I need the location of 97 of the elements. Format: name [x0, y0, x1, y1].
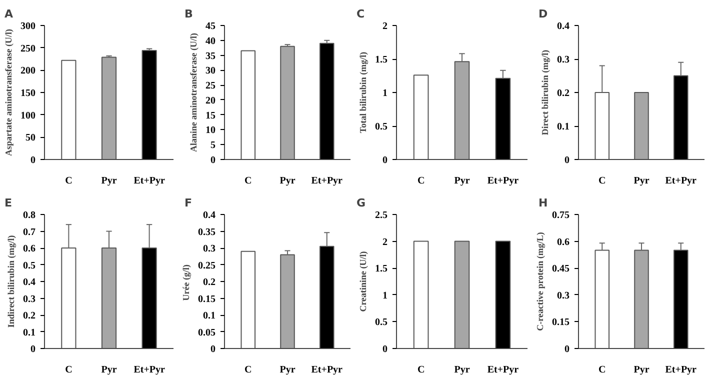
y-tick-label: 0.2	[557, 88, 570, 99]
x-tick-label: Pyr	[101, 364, 118, 376]
y-tick-label: 300	[20, 21, 36, 32]
y-tick-label: 0.75	[552, 210, 570, 221]
y-tick-label: 0.6	[23, 244, 36, 254]
chart-title: B	[184, 8, 193, 20]
y-tick-label: 0.7	[23, 226, 36, 238]
y-tick-label: 0.2	[203, 277, 216, 288]
y-tick-label: 0.5	[375, 122, 388, 132]
y-tick-label: 45	[206, 21, 216, 32]
y-tick-label: 35	[206, 50, 216, 62]
x-tick-label: Et+Pyr	[487, 176, 520, 186]
y-tick-label: 0.35	[198, 226, 216, 238]
y-axis-title: Total bilirubin (mg/l)	[358, 52, 368, 134]
y-tick-label: 0	[210, 155, 216, 166]
y-tick-label: 0	[210, 344, 216, 355]
y-tick-label: 0	[564, 344, 570, 355]
y-tick-label: 0.3	[203, 244, 216, 254]
x-tick-label: C	[417, 364, 425, 376]
x-tick-label: Et+Pyr	[134, 176, 166, 186]
y-tick-label: 40	[206, 36, 216, 47]
y-tick-label: 0.05	[198, 327, 216, 338]
y-tick-label: 0.1	[23, 327, 36, 338]
y-tick-label: 0.4	[23, 277, 36, 288]
chart-title: A	[4, 8, 14, 20]
x-tick-label: Pyr	[634, 364, 650, 376]
y-axis-title: Alanine aminotransferase (U/l)	[188, 32, 198, 152]
y-tick-label: 1	[382, 290, 388, 302]
y-tick-label: 20	[206, 95, 216, 106]
y-tick-label: 0.25	[198, 260, 216, 272]
x-tick-label: Et+Pyr	[311, 176, 344, 186]
y-tick-label: 1.5	[375, 264, 388, 275]
y-tick-label: 0.5	[375, 317, 388, 328]
y-tick-label: 0.3	[557, 290, 570, 302]
x-tick-label: C	[244, 364, 252, 376]
x-tick-label: C	[244, 176, 252, 186]
x-tick-label: Pyr	[454, 176, 470, 186]
x-tick-label: Pyr	[634, 176, 650, 186]
y-tick-label: 0.15	[552, 317, 570, 328]
y-tick-label: 2.5	[375, 210, 388, 221]
chart-title: E	[4, 196, 12, 210]
y-tick-label: 1	[382, 88, 388, 99]
y-tick-label: 0	[382, 155, 388, 166]
y-tick-label: 0.3	[23, 294, 36, 305]
y-tick-label: 25	[206, 80, 216, 92]
y-tick-label: 15	[206, 110, 216, 122]
y-tick-label: 0.15	[198, 294, 216, 305]
y-tick-label: 0.5	[23, 260, 36, 272]
y-tick-label: 0.3	[557, 54, 570, 66]
y-tick-label: 50	[26, 132, 36, 144]
x-tick-label: Pyr	[101, 176, 118, 186]
chart-title: G	[356, 196, 366, 210]
chart-title: H	[538, 196, 548, 210]
y-axis-title: Direct bilirubin (mg/l)	[540, 50, 550, 136]
y-tick-label: 0	[564, 155, 570, 166]
y-tick-label: 250	[20, 43, 36, 54]
y-tick-label: 0.45	[552, 264, 570, 275]
y-tick-label: 0.8	[23, 210, 36, 221]
x-tick-label: Pyr	[454, 364, 470, 376]
y-tick-label: 150	[20, 88, 36, 99]
x-tick-label: Et+Pyr	[665, 364, 698, 376]
x-tick-label: C	[65, 176, 72, 186]
y-tick-label: 1.5	[375, 54, 388, 66]
y-axis-title: Urée (g/l)	[181, 264, 191, 301]
chart-title: C	[356, 8, 365, 20]
y-axis-title: Aspartate aminotransferase (U/l)	[4, 29, 14, 156]
y-axis-title: C-reactive protein (mg/L)	[535, 232, 545, 331]
x-tick-label: Et+Pyr	[311, 364, 344, 376]
y-axis-title: Creatinine (U/l)	[358, 251, 368, 312]
y-tick-label: 200	[20, 66, 36, 77]
y-tick-label: 0.2	[23, 310, 36, 322]
chart-title: D	[538, 8, 548, 20]
x-tick-label: C	[598, 176, 606, 186]
y-axis-title: Indirect bilirubin (mg/l)	[6, 235, 16, 328]
x-tick-label: C	[417, 176, 425, 186]
y-tick-label: 30	[206, 66, 216, 77]
x-tick-label: C	[598, 364, 606, 376]
x-tick-label: Et+Pyr	[665, 176, 698, 186]
x-tick-label: Pyr	[280, 364, 296, 376]
y-tick-label: 100	[20, 110, 36, 122]
x-tick-label: Et+Pyr	[487, 364, 520, 376]
y-tick-label: 0.4	[203, 210, 216, 221]
y-tick-label: 2	[382, 236, 388, 248]
y-tick-label: 0.6	[557, 236, 570, 248]
chart-title: F	[184, 196, 192, 210]
y-tick-label: 2	[382, 21, 388, 32]
y-tick-label: 0	[382, 344, 388, 355]
x-tick-label: Pyr	[280, 176, 296, 186]
y-tick-label: 0	[30, 155, 36, 166]
y-tick-label: 5	[210, 140, 216, 152]
x-tick-label: C	[65, 364, 72, 376]
x-tick-label: Et+Pyr	[134, 364, 166, 376]
y-tick-label: 0	[30, 344, 36, 355]
y-tick-label: 10	[206, 125, 216, 136]
y-tick-label: 0.4	[557, 21, 570, 32]
y-tick-label: 0.1	[557, 122, 570, 132]
y-tick-label: 0.1	[203, 310, 216, 322]
